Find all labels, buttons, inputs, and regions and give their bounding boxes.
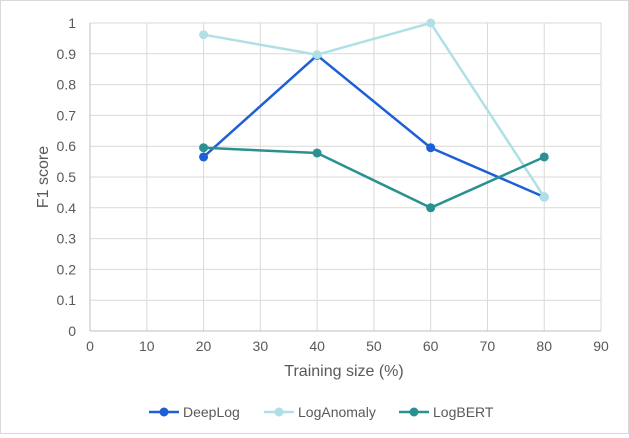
- grid-lines: [90, 22, 602, 331]
- y-tick-label: 0.2: [57, 261, 77, 277]
- series-line: [203, 21, 546, 198]
- legend-item: LogAnomaly: [264, 404, 376, 420]
- legend-swatch-marker: [159, 407, 169, 417]
- data-point: [426, 203, 436, 213]
- y-tick-label: 0.4: [57, 200, 77, 216]
- legend-label: LogBERT: [433, 404, 494, 420]
- data-point: [539, 152, 549, 162]
- y-tick-label: 0.8: [57, 77, 77, 93]
- y-tick-label: 0.5: [57, 169, 77, 185]
- x-axis-title: Training size (%): [284, 363, 403, 380]
- data-point: [312, 148, 322, 158]
- data-point: [312, 50, 322, 60]
- legend-item: LogBERT: [399, 404, 494, 420]
- series-loganomaly: [199, 18, 549, 202]
- series-group: [199, 18, 549, 213]
- y-tick-label: 0.9: [57, 46, 77, 62]
- y-tick-label: 0.7: [57, 107, 77, 123]
- legend-label: LogAnomaly: [298, 404, 376, 420]
- x-tick-label: 30: [253, 338, 269, 354]
- legend-swatch-marker: [274, 407, 284, 417]
- y-tick-label: 1: [68, 15, 76, 31]
- data-point: [199, 152, 209, 162]
- x-tick-label: 90: [593, 338, 609, 354]
- y-axis-title: F1 score: [35, 146, 52, 208]
- legend-label: DeepLog: [183, 404, 240, 420]
- series-line: [203, 146, 545, 210]
- x-tick-label: 60: [423, 338, 439, 354]
- legend-swatch-marker: [409, 407, 419, 417]
- y-tick-label: 0: [68, 323, 76, 339]
- x-tick-label: 70: [480, 338, 496, 354]
- x-tick-label: 80: [536, 338, 552, 354]
- y-tick-label: 0.1: [57, 292, 77, 308]
- series-logbert: [199, 143, 549, 213]
- y-tick-label: 0.6: [57, 138, 77, 154]
- legend: DeepLog LogAnomaly LogBERT: [149, 404, 494, 420]
- series-line: [202, 54, 545, 199]
- x-tick-label: 0: [86, 338, 94, 354]
- x-tick-labels: 0 10 20 30 40 50 60 70 80 90: [86, 338, 609, 354]
- x-tick-label: 50: [366, 338, 382, 354]
- x-tick-label: 40: [309, 338, 325, 354]
- axes: [89, 23, 601, 332]
- data-point: [426, 18, 436, 28]
- y-tick-labels: 0 0.1 0.2 0.3 0.4 0.5 0.6 0.7 0.8 0.9 1: [57, 15, 77, 339]
- x-tick-label: 10: [139, 338, 155, 354]
- data-point: [199, 30, 209, 40]
- data-point: [199, 143, 209, 153]
- y-tick-label: 0.3: [57, 231, 77, 247]
- legend-item: DeepLog: [149, 404, 240, 420]
- data-point: [426, 143, 436, 153]
- x-tick-label: 20: [196, 338, 212, 354]
- data-point: [539, 192, 549, 202]
